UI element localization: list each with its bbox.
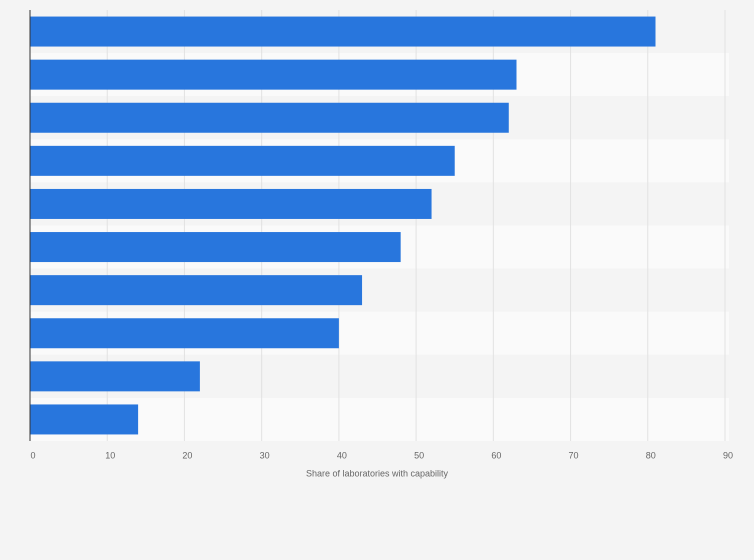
x-tick-label: 10 <box>105 450 115 460</box>
bar <box>30 361 200 392</box>
x-tick-label: 40 <box>337 450 347 460</box>
bar <box>30 318 339 349</box>
bar <box>30 145 455 176</box>
x-tick-label: 90 <box>723 450 733 460</box>
bar <box>30 188 432 219</box>
bar <box>30 16 656 47</box>
x-tick-label: 50 <box>414 450 424 460</box>
x-tick-label: 30 <box>260 450 270 460</box>
bar <box>30 232 401 263</box>
bar <box>30 404 139 435</box>
bar <box>30 59 517 90</box>
x-tick-label: 20 <box>182 450 192 460</box>
x-tick-label: 80 <box>646 450 656 460</box>
bar <box>30 102 509 133</box>
x-tick-label: 0 <box>30 450 35 460</box>
row-band <box>30 397 729 441</box>
x-axis-label: Share of laboratories with capability <box>306 468 449 478</box>
x-tick-label: 70 <box>569 450 579 460</box>
bar <box>30 275 363 306</box>
x-tick-label: 60 <box>491 450 501 460</box>
